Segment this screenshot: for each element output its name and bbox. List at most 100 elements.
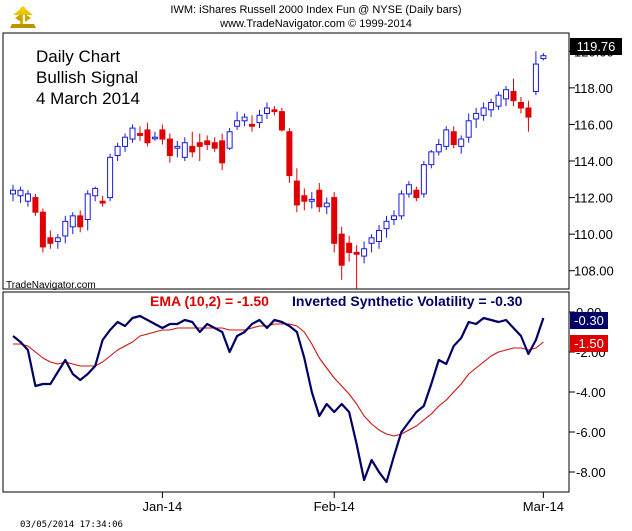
watermark: TradeNavigator.com — [6, 280, 96, 291]
annotation-line-3: 4 March 2014 — [36, 89, 140, 108]
candle — [17, 186, 24, 204]
candle — [308, 192, 315, 209]
candle — [420, 161, 427, 198]
candle-body — [263, 107, 270, 114]
candle-body — [204, 140, 211, 146]
candle-body — [256, 114, 263, 124]
candle-body — [495, 94, 502, 107]
candle-body — [278, 111, 285, 131]
candle — [241, 113, 248, 127]
isv-line — [12, 314, 545, 484]
candle-body — [353, 251, 360, 255]
candle — [293, 168, 300, 213]
candle-body — [488, 101, 495, 111]
candle — [495, 91, 502, 110]
last-price-badge-bg — [570, 38, 622, 55]
candle — [458, 135, 465, 154]
chart-title: IWM: iShares Russell 2000 Index Fun @ NY… — [170, 4, 461, 16]
candle — [346, 235, 353, 262]
candle-body — [308, 198, 315, 202]
candle-body — [420, 164, 427, 195]
x-tick-label: Jan-14 — [143, 499, 183, 514]
candle-body — [443, 129, 450, 147]
candle-body — [361, 248, 368, 257]
candle-body — [219, 140, 226, 164]
candle — [84, 190, 91, 231]
candle — [77, 210, 84, 233]
isv-badge-label: -0.30 — [574, 313, 604, 328]
candle-body — [323, 202, 330, 208]
candle — [435, 139, 442, 156]
candle — [480, 102, 487, 121]
candle-body — [405, 184, 412, 195]
candle — [503, 86, 510, 107]
candle — [405, 181, 412, 198]
candle — [136, 126, 143, 141]
candle — [234, 111, 241, 130]
candle — [368, 234, 375, 253]
candle-body — [129, 127, 136, 140]
candle-body — [159, 129, 166, 140]
candle-body — [503, 89, 510, 100]
candle-body — [480, 107, 487, 116]
candle-body — [428, 151, 435, 166]
candle — [151, 131, 158, 141]
candle-body — [510, 91, 517, 102]
candle — [517, 97, 524, 114]
candle — [473, 107, 480, 129]
annotation-line-1: Daily Chart — [36, 47, 120, 66]
candle — [204, 135, 211, 151]
candle-body — [293, 180, 300, 206]
price-tick-label: 114.00 — [574, 154, 613, 169]
isv-badge-bg — [570, 312, 608, 329]
price-tick-label: 112.00 — [574, 191, 613, 206]
candle — [353, 245, 360, 289]
candle — [256, 109, 263, 129]
candles — [10, 51, 547, 289]
candle — [122, 133, 129, 152]
candle — [488, 98, 495, 118]
last-price-label: 119.76 — [577, 39, 616, 54]
candle — [465, 113, 472, 143]
candle-body — [32, 197, 39, 213]
price-tick-label: 110.00 — [574, 227, 613, 242]
candle — [398, 190, 405, 220]
candle-body — [17, 189, 24, 197]
candle — [24, 190, 31, 207]
candle-body — [517, 101, 524, 109]
candle — [331, 192, 338, 253]
candle — [47, 230, 54, 249]
candle — [144, 122, 151, 147]
candle — [301, 188, 308, 211]
candle-body — [107, 156, 114, 199]
ema-badge-label: -1.50 — [574, 336, 604, 351]
price-tick-label: 108.00 — [574, 264, 614, 279]
candle-body — [525, 107, 532, 118]
candle — [532, 51, 539, 96]
candle — [226, 128, 233, 151]
candle-body — [69, 215, 76, 228]
candle-body — [346, 242, 353, 253]
candle — [10, 184, 16, 202]
candle-body — [189, 145, 196, 153]
candle — [174, 140, 181, 158]
candle-body — [234, 120, 241, 127]
candle — [54, 234, 61, 249]
timestamp: 03/05/2014 17:34:06 — [20, 520, 123, 530]
x-tick-label: Feb-14 — [314, 499, 355, 514]
price-panel: 108.00110.00112.00114.00116.00118.00120.… — [2, 32, 614, 290]
candle — [211, 137, 218, 152]
candle — [450, 126, 457, 149]
candle-body — [338, 233, 345, 266]
candle — [323, 197, 330, 215]
price-tick-label: 116.00 — [574, 117, 613, 132]
candle-body — [241, 116, 248, 122]
candle — [166, 133, 173, 163]
ema-line — [13, 323, 544, 437]
candle — [376, 225, 383, 249]
candle-body — [398, 193, 405, 217]
indicator-lines — [12, 314, 545, 484]
candle-body — [10, 189, 16, 195]
candle — [219, 133, 226, 171]
